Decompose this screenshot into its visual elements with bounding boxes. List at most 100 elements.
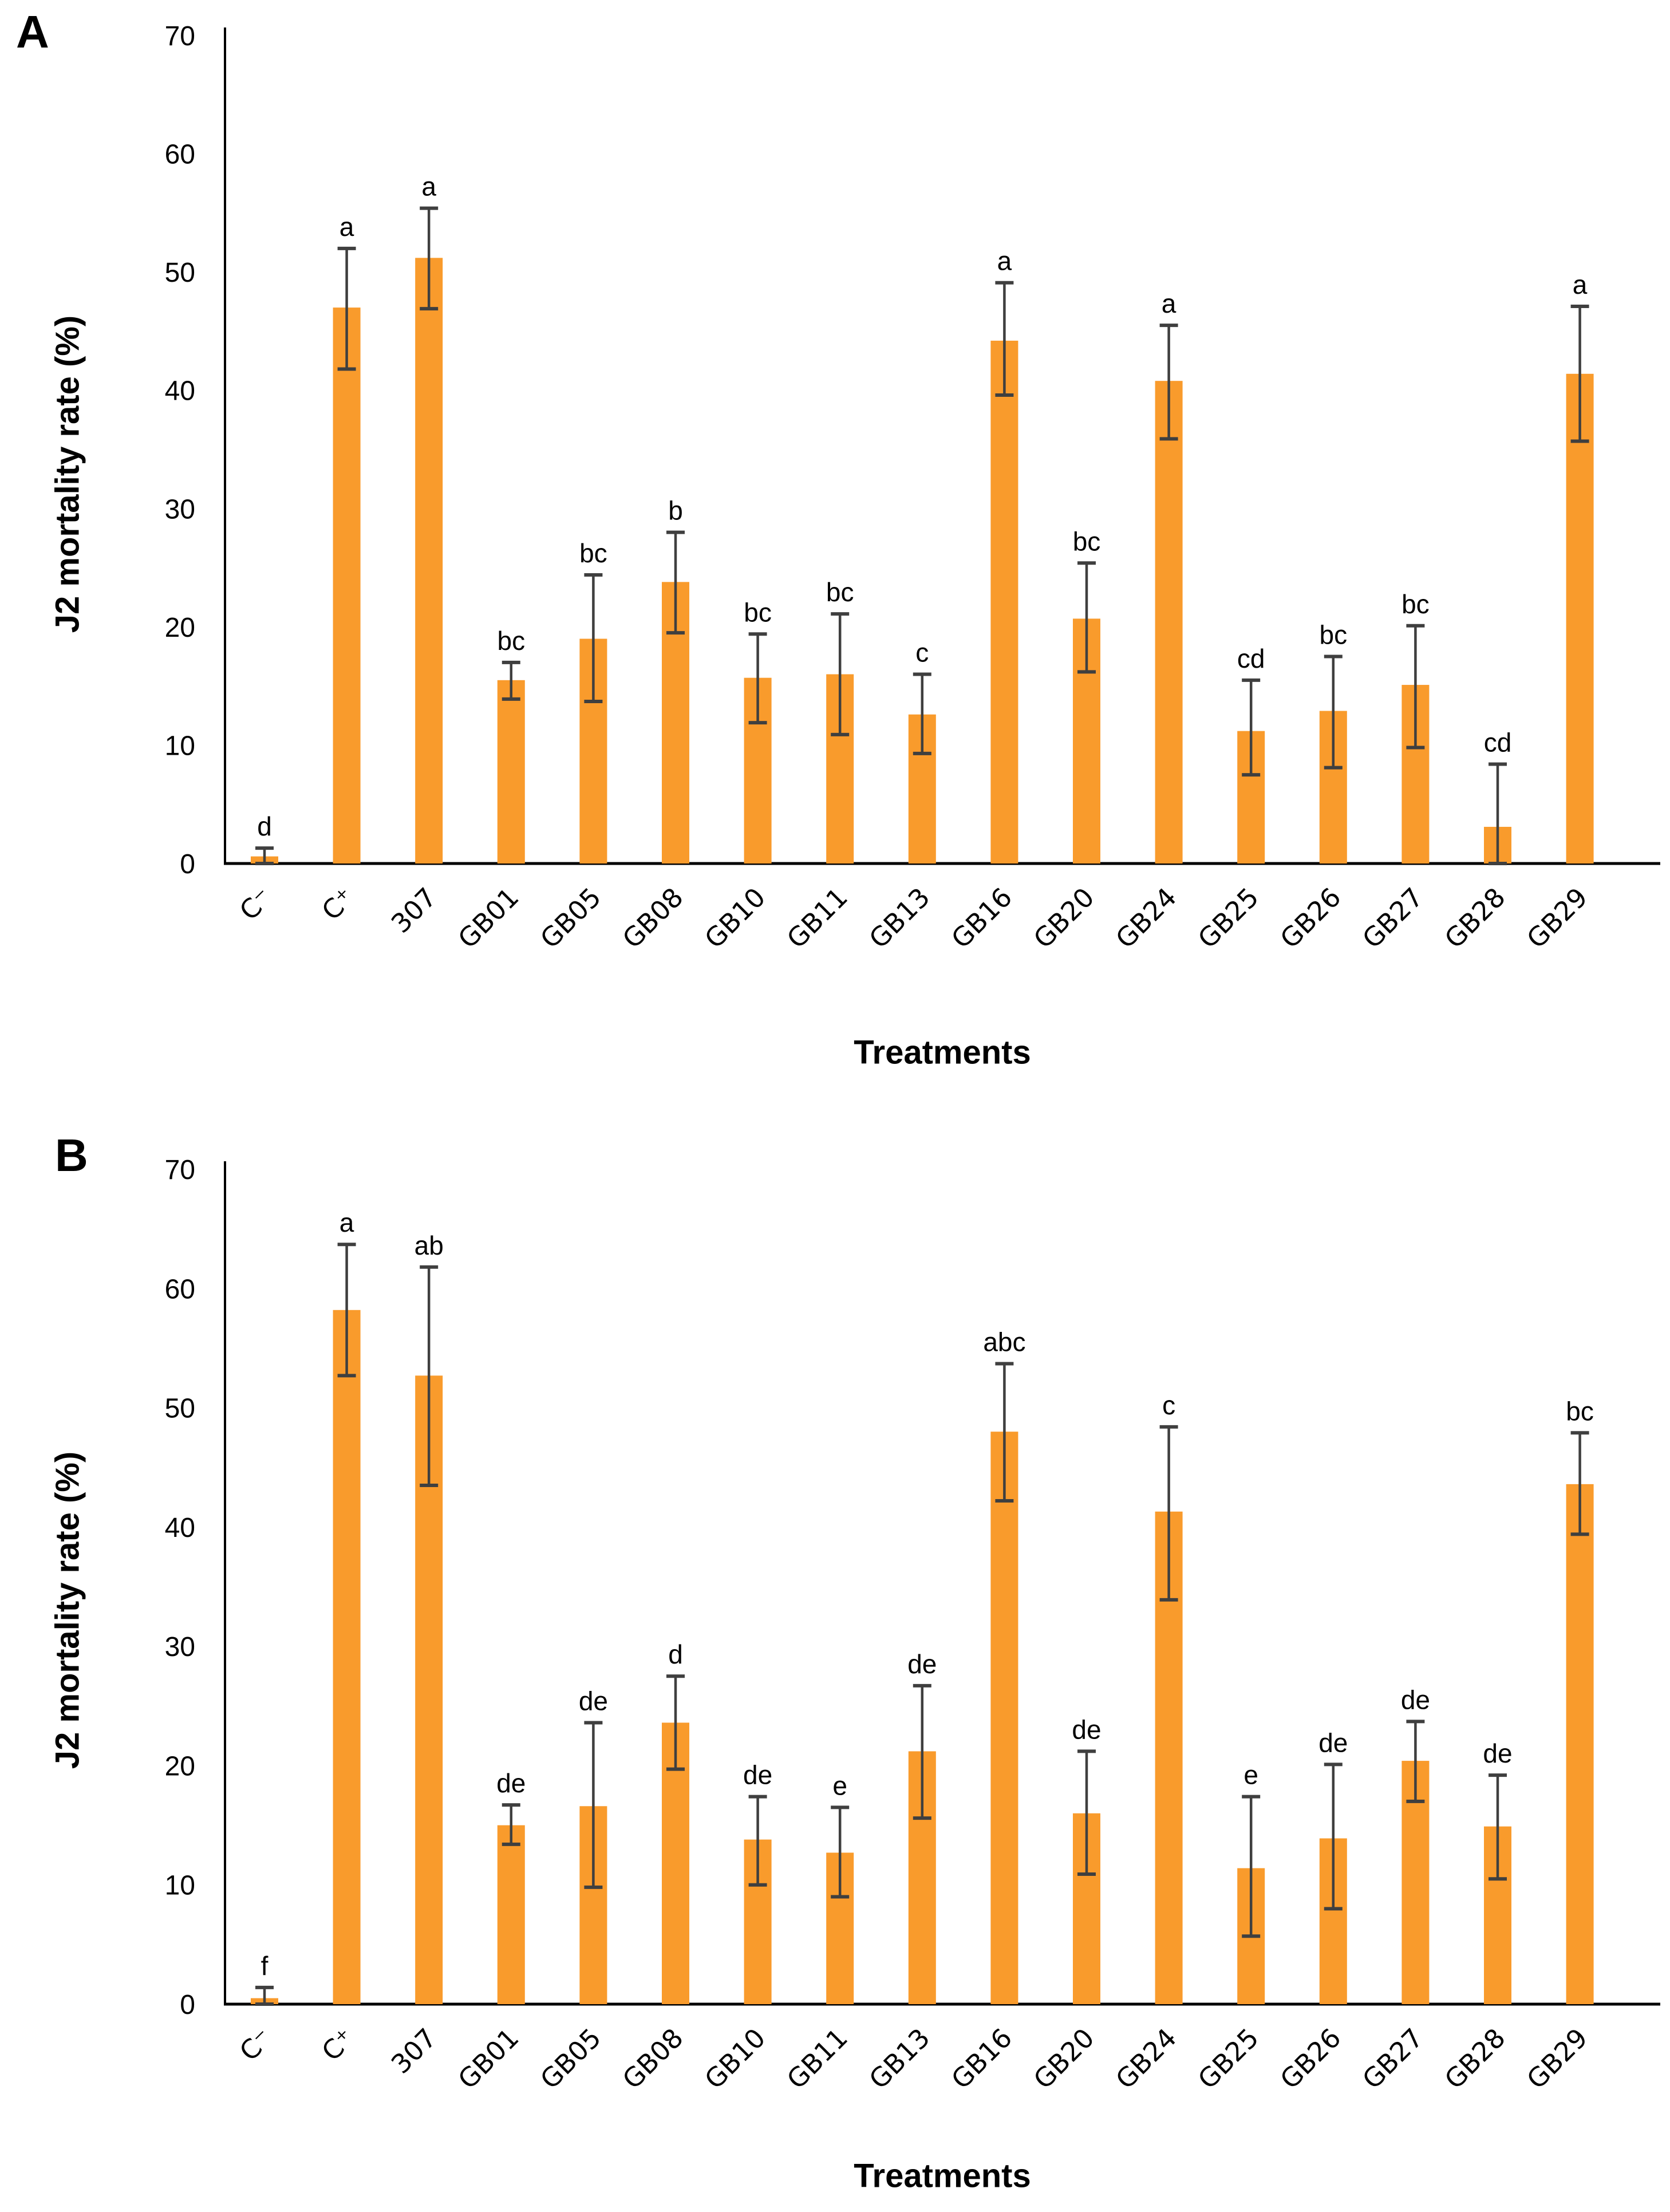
x-tick-label-B-C⁻: C⁻ bbox=[234, 2022, 278, 2067]
x-tick-label-B-C⁺: C⁺ bbox=[315, 2022, 360, 2067]
x-tick-label-B-GB11: GB11 bbox=[781, 2022, 854, 2095]
y-tick-label-A-20: 20 bbox=[165, 613, 195, 643]
x-tick-label-B-GB25: GB25 bbox=[1192, 2022, 1265, 2095]
x-tick-label-A-GB25: GB25 bbox=[1192, 882, 1265, 955]
x-tick-label-B-GB20: GB20 bbox=[1028, 2022, 1100, 2095]
bar-A-C⁺ bbox=[333, 307, 361, 863]
x-tick-label-B-GB13: GB13 bbox=[863, 2022, 935, 2095]
panel-label-a: A bbox=[16, 6, 49, 57]
y-tick-label-B-70: 70 bbox=[165, 1155, 195, 1185]
bar-B-GB01 bbox=[497, 1825, 525, 2004]
x-tick-label-B-GB27: GB27 bbox=[1356, 2022, 1429, 2095]
panel-A: 0 10 20 30 40 50 60 70 d C⁻ a C⁺ a 307 bc GB01 bc GB05 b GB… bbox=[165, 21, 1660, 955]
y-tick-label-A-40: 40 bbox=[165, 376, 195, 407]
sig-letter-A-C⁺: a bbox=[339, 212, 354, 242]
y-tick-label-B-0: 0 bbox=[180, 1990, 195, 2020]
sig-letter-A-GB10: bc bbox=[744, 597, 772, 627]
sig-letter-B-C⁻: f bbox=[261, 1951, 269, 1981]
bar-B-GB16 bbox=[990, 1432, 1018, 2004]
panel-label-b: B bbox=[55, 1130, 88, 1181]
x-tick-label-B-307: 307 bbox=[385, 2022, 443, 2080]
y-tick-label-B-50: 50 bbox=[165, 1394, 195, 1424]
y-axis-title-a: J2 mortality rate (%) bbox=[49, 315, 86, 633]
x-tick-label-A-307: 307 bbox=[385, 882, 443, 939]
y-tick-label-A-60: 60 bbox=[165, 140, 195, 170]
sig-letter-B-C⁺: a bbox=[339, 1208, 354, 1237]
y-tick-label-B-30: 30 bbox=[165, 1632, 195, 1662]
sig-letter-A-GB28: cd bbox=[1484, 727, 1512, 757]
x-tick-label-A-GB11: GB11 bbox=[781, 882, 854, 955]
y-tick-label-B-40: 40 bbox=[165, 1513, 195, 1543]
sig-letter-A-GB24: a bbox=[1162, 289, 1176, 318]
sig-letter-A-GB05: bc bbox=[579, 538, 607, 568]
sig-letter-B-GB26: de bbox=[1318, 1728, 1348, 1757]
sig-letter-B-GB08: d bbox=[668, 1639, 683, 1669]
bar-A-GB16 bbox=[990, 340, 1018, 863]
bar-B-GB29 bbox=[1566, 1484, 1594, 2004]
sig-letter-A-GB11: bc bbox=[826, 577, 854, 607]
sig-letter-B-307: ab bbox=[414, 1231, 444, 1260]
sig-letter-B-GB28: de bbox=[1483, 1738, 1512, 1768]
x-tick-label-B-GB01: GB01 bbox=[452, 2022, 524, 2095]
bar-A-GB24 bbox=[1155, 381, 1183, 863]
bar-B-C⁺ bbox=[333, 1310, 361, 2004]
x-tick-label-B-GB16: GB16 bbox=[945, 2022, 1018, 2095]
x-tick-label-A-GB26: GB26 bbox=[1274, 882, 1347, 955]
x-tick-label-B-GB29: GB29 bbox=[1521, 2022, 1593, 2095]
bar-A-GB01 bbox=[497, 680, 525, 863]
sig-letter-B-GB11: e bbox=[832, 1771, 847, 1800]
x-tick-label-A-GB10: GB10 bbox=[698, 882, 771, 955]
x-axis-title-a: Treatments bbox=[854, 1034, 1031, 1071]
x-tick-label-A-GB05: GB05 bbox=[534, 882, 607, 955]
x-tick-label-B-GB28: GB28 bbox=[1439, 2022, 1511, 2095]
y-tick-label-B-20: 20 bbox=[165, 1751, 195, 1781]
y-tick-label-B-60: 60 bbox=[165, 1274, 195, 1304]
y-axis-title-b: J2 mortality rate (%) bbox=[49, 1451, 86, 1769]
sig-letter-A-GB16: a bbox=[997, 246, 1012, 276]
y-tick-label-B-10: 10 bbox=[165, 1871, 195, 1901]
x-tick-label-B-GB10: GB10 bbox=[698, 2022, 771, 2095]
sig-letter-A-GB20: bc bbox=[1073, 526, 1101, 556]
sig-letter-B-GB20: de bbox=[1072, 1714, 1101, 1744]
sig-letter-B-GB10: de bbox=[743, 1760, 772, 1790]
x-tick-label-A-GB08: GB08 bbox=[617, 882, 689, 955]
y-tick-label-A-0: 0 bbox=[180, 849, 195, 880]
y-tick-label-A-70: 70 bbox=[165, 21, 195, 52]
sig-letter-B-GB25: e bbox=[1243, 1760, 1258, 1790]
sig-letter-A-GB26: bc bbox=[1320, 620, 1348, 650]
x-tick-label-A-GB29: GB29 bbox=[1521, 882, 1593, 955]
sig-letter-B-GB01: de bbox=[496, 1768, 526, 1798]
x-tick-label-B-GB05: GB05 bbox=[534, 2022, 607, 2095]
sig-letter-A-GB01: bc bbox=[498, 626, 526, 656]
x-axis-title-b: Treatments bbox=[854, 2157, 1031, 2195]
sig-letter-A-GB13: c bbox=[915, 637, 929, 667]
x-tick-label-B-GB24: GB24 bbox=[1110, 2022, 1182, 2095]
sig-letter-B-GB27: de bbox=[1401, 1685, 1430, 1714]
x-tick-label-A-GB28: GB28 bbox=[1439, 882, 1511, 955]
y-tick-label-A-50: 50 bbox=[165, 258, 195, 288]
bar-A-307 bbox=[415, 258, 443, 864]
sig-letter-A-GB27: bc bbox=[1401, 589, 1430, 619]
x-tick-label-A-GB16: GB16 bbox=[945, 882, 1018, 955]
x-tick-label-B-GB08: GB08 bbox=[617, 2022, 689, 2095]
x-tick-label-A-GB20: GB20 bbox=[1028, 882, 1100, 955]
sig-letter-A-307: a bbox=[421, 172, 436, 202]
x-tick-label-A-GB13: GB13 bbox=[863, 882, 935, 955]
panel-B: 0 10 20 30 40 50 60 70 f C⁻ a C⁺ ab 307 de GB01 de GB05 d G… bbox=[165, 1155, 1660, 2095]
sig-letter-B-GB24: c bbox=[1162, 1390, 1175, 1420]
y-tick-label-A-10: 10 bbox=[165, 731, 195, 761]
sig-letter-B-GB16: abc bbox=[983, 1327, 1025, 1357]
bar-A-GB29 bbox=[1566, 373, 1594, 863]
sig-letter-B-GB29: bc bbox=[1566, 1396, 1594, 1426]
sig-letter-B-GB13: de bbox=[907, 1649, 937, 1679]
sig-letter-A-C⁻: d bbox=[257, 811, 272, 841]
sig-letter-B-GB05: de bbox=[579, 1686, 608, 1716]
sig-letter-A-GB29: a bbox=[1573, 270, 1588, 299]
x-tick-label-A-GB24: GB24 bbox=[1110, 882, 1182, 955]
x-tick-label-B-GB26: GB26 bbox=[1274, 2022, 1347, 2095]
x-tick-label-A-C⁺: C⁺ bbox=[315, 882, 360, 926]
x-tick-label-A-C⁻: C⁻ bbox=[234, 882, 278, 926]
sig-letter-A-GB25: cd bbox=[1237, 644, 1265, 673]
